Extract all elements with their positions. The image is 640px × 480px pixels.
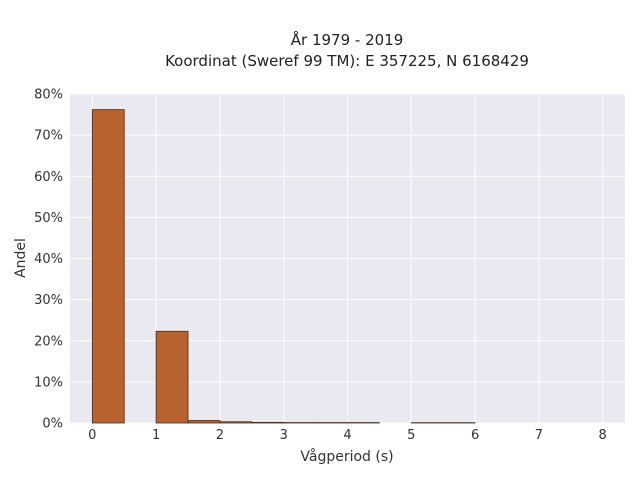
x-tick-label-3: 3	[280, 428, 288, 443]
y-tick-labels: 0% 10% 20% 30% 40% 50% 60% 70% 80%	[34, 88, 63, 432]
x-tick-label-8: 8	[599, 428, 607, 443]
x-tick-label-6: 6	[471, 428, 479, 443]
y-tick-label-1: 10%	[34, 375, 63, 390]
y-tick-label-8: 80%	[34, 88, 63, 103]
y-tick-label-4: 40%	[34, 252, 63, 267]
y-tick-label-0: 0%	[42, 417, 63, 432]
chart-title-line2: Koordinat (Sweref 99 TM): E 357225, N 61…	[165, 52, 529, 70]
x-tick-label-4: 4	[343, 428, 351, 443]
x-tick-label-0: 0	[88, 428, 96, 443]
bar-2	[187, 420, 221, 424]
y-axis-label: Andel	[13, 238, 29, 278]
bar-1	[155, 330, 189, 424]
y-tick-label-2: 20%	[34, 334, 63, 349]
x-tick-label-2: 2	[216, 428, 224, 443]
y-tick-label-3: 30%	[34, 293, 63, 308]
x-tick-label-1: 1	[152, 428, 160, 443]
x-axis-label: Vågperiod (s)	[300, 448, 393, 465]
bar-4	[251, 421, 285, 424]
x-tick-label-5: 5	[407, 428, 415, 443]
x-tick-labels: 0 1 2 3 4 5 6 7 8	[88, 428, 607, 443]
y-tick-label-5: 50%	[34, 211, 63, 226]
bar-0	[91, 109, 125, 424]
bars	[91, 109, 476, 424]
x-tick-label-7: 7	[535, 428, 543, 443]
y-tick-label-6: 60%	[34, 170, 63, 185]
bar-3	[219, 421, 253, 424]
y-tick-label-7: 70%	[34, 129, 63, 144]
chart-title-line1: År 1979 - 2019	[291, 30, 404, 49]
